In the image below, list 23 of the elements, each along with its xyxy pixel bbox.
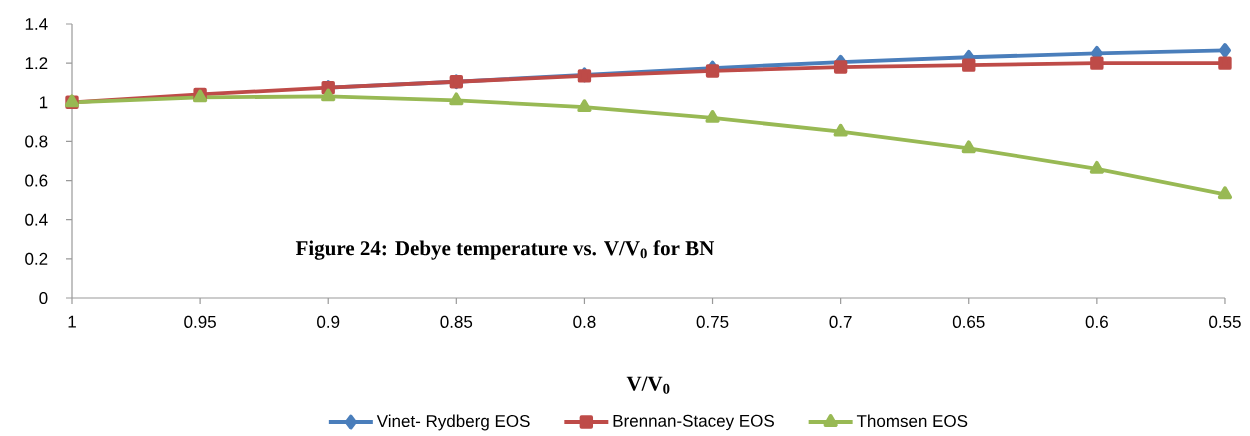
y-tick-label: 0 <box>39 291 48 305</box>
y-tick-label: 0.4 <box>25 213 48 226</box>
x-tick-label: 0.6 <box>1085 315 1108 328</box>
y-tick-label: 1.2 <box>25 57 48 70</box>
y-tick-label: 0.8 <box>25 135 48 148</box>
x-tick-label: 0.65 <box>952 315 985 328</box>
x-tick-label: 1 <box>68 315 76 328</box>
x-tick-label: 0.7 <box>829 315 852 328</box>
annotation: Figure 24: Debye temperature vs. V/V$_{0}$ for BN <box>295 240 715 260</box>
x-tick-label: 0.55 <box>1209 315 1241 328</box>
y-tick-label: 0.2 <box>25 252 48 265</box>
legend-label: Thomsen EOS <box>856 414 968 428</box>
y-tick-label: 1.4 <box>25 18 48 30</box>
y-tick-label: 0.6 <box>25 174 48 187</box>
legend-label: Brennan-Stacey EOS <box>613 414 774 431</box>
legend-label: Vinet- Rydberg EOS <box>376 414 530 431</box>
x-tick-label: 0.95 <box>184 315 216 328</box>
x-tick-label: 0.8 <box>573 315 596 328</box>
y-tick-label: 1 <box>39 96 48 109</box>
x-tick-label: 0.9 <box>317 315 340 328</box>
x-tick-label: 0.75 <box>696 315 729 328</box>
x-tick-label: 0.85 <box>440 315 473 328</box>
x-axis-title: V/V$_{0}$ <box>626 376 670 394</box>
